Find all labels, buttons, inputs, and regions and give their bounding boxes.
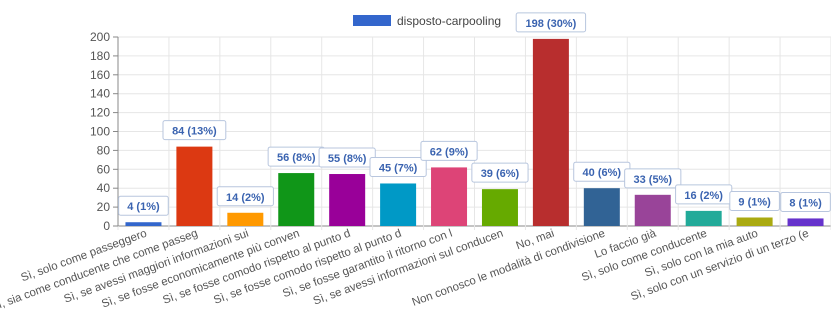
data-label-text: 198 (30%) bbox=[526, 18, 577, 30]
data-label-text: 62 (9%) bbox=[430, 146, 469, 158]
data-label-text: 14 (2%) bbox=[226, 192, 265, 204]
data-label-text: 55 (8%) bbox=[328, 153, 367, 165]
bar[interactable] bbox=[278, 173, 315, 226]
data-label: 39 (6%) bbox=[471, 162, 529, 183]
legend-label[interactable]: disposto-carpooling bbox=[397, 14, 501, 28]
data-label: 33 (5%) bbox=[624, 168, 682, 189]
bar-series bbox=[125, 38, 824, 226]
data-label-text: 33 (5%) bbox=[633, 174, 672, 186]
bar[interactable] bbox=[736, 217, 773, 226]
data-label: 14 (2%) bbox=[216, 186, 274, 207]
data-label: 40 (6%) bbox=[573, 161, 631, 182]
data-label: 16 (2%) bbox=[675, 184, 733, 205]
data-label-text: 16 (2%) bbox=[684, 190, 723, 202]
bar[interactable] bbox=[227, 212, 264, 226]
y-tick-label: 100 bbox=[90, 125, 110, 139]
data-label-box bbox=[162, 120, 227, 141]
legend-swatch[interactable] bbox=[353, 15, 391, 26]
data-label-text: 8 (1%) bbox=[789, 197, 822, 209]
y-tick-label: 140 bbox=[90, 87, 110, 101]
bar[interactable] bbox=[431, 167, 468, 226]
data-label-box bbox=[780, 191, 831, 212]
data-labels: 4 (1%) 84 (13%) 14 (2%) 56 (8%) 55 (8%) 45 (7… bbox=[118, 12, 831, 216]
data-label-box bbox=[369, 156, 427, 177]
bar[interactable] bbox=[481, 189, 518, 226]
y-tick-label: 80 bbox=[97, 143, 111, 157]
data-label-box bbox=[420, 140, 478, 161]
data-label-box bbox=[216, 186, 274, 207]
data-label: 8 (1%) bbox=[780, 191, 831, 212]
data-label-text: 84 (13%) bbox=[172, 126, 217, 138]
y-tick-label: 60 bbox=[97, 162, 111, 176]
bar[interactable] bbox=[125, 222, 162, 226]
bar[interactable] bbox=[176, 146, 213, 226]
data-label: 9 (1%) bbox=[729, 190, 780, 211]
data-label: 56 (8%) bbox=[267, 146, 325, 167]
y-tick-label: 200 bbox=[90, 30, 110, 44]
data-label-text: 4 (1%) bbox=[127, 201, 160, 213]
bar[interactable] bbox=[634, 194, 671, 226]
data-label-box bbox=[624, 168, 682, 189]
data-label-text: 40 (6%) bbox=[583, 167, 622, 179]
data-label: 84 (13%) bbox=[162, 120, 227, 141]
bar[interactable] bbox=[532, 38, 569, 226]
data-label: 62 (9%) bbox=[420, 140, 478, 161]
bar[interactable] bbox=[329, 174, 366, 226]
data-label-box bbox=[118, 195, 169, 216]
bar[interactable] bbox=[583, 188, 620, 226]
data-label-box bbox=[471, 162, 529, 183]
data-label-text: 45 (7%) bbox=[379, 162, 418, 174]
bar[interactable] bbox=[380, 183, 417, 226]
data-label-text: 56 (8%) bbox=[277, 152, 316, 164]
y-tick-label: 160 bbox=[90, 68, 110, 82]
data-label-text: 9 (1%) bbox=[738, 196, 771, 208]
data-label-box bbox=[729, 190, 780, 211]
data-label-text: 39 (6%) bbox=[481, 168, 520, 180]
y-tick-label: 40 bbox=[97, 181, 111, 195]
data-label-box bbox=[515, 12, 587, 33]
y-tick-label: 180 bbox=[90, 49, 110, 63]
data-label: 198 (30%) bbox=[515, 12, 587, 33]
data-label: 45 (7%) bbox=[369, 156, 427, 177]
y-tick-label: 120 bbox=[90, 106, 110, 120]
bar[interactable] bbox=[787, 218, 824, 226]
y-axis: 0 20 40 60 80 100 120 140 160 180 200 bbox=[90, 30, 119, 233]
legend[interactable]: disposto-carpooling bbox=[353, 14, 501, 28]
bar[interactable] bbox=[685, 210, 722, 226]
y-tick-label: 0 bbox=[103, 219, 110, 233]
y-tick-label: 20 bbox=[97, 200, 111, 214]
data-label: 4 (1%) bbox=[118, 195, 169, 216]
data-label: 55 (8%) bbox=[318, 147, 376, 168]
